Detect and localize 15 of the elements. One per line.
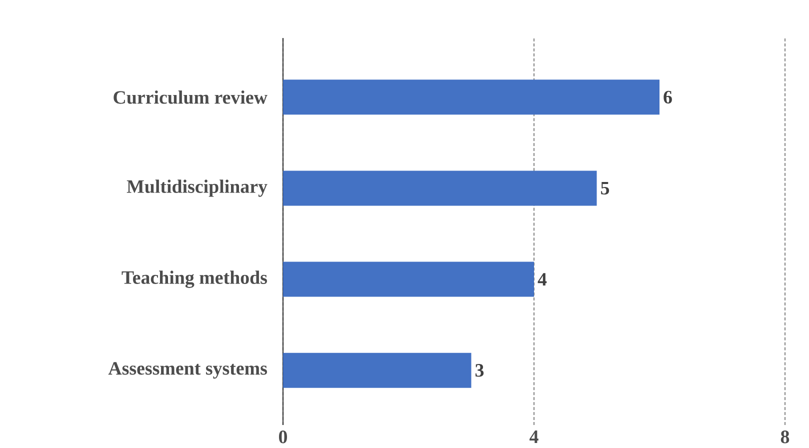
bar	[283, 80, 660, 115]
bar	[283, 262, 534, 297]
y-tick-label: Teaching methods	[122, 270, 268, 288]
bar	[283, 352, 472, 388]
bar	[283, 170, 597, 206]
y-tick-label: Multidisciplinary	[126, 180, 268, 197]
y-tick-label: Assessment systems	[108, 362, 267, 379]
x-tick-label: 0	[278, 430, 288, 444]
y-tick-label: Curriculum review	[114, 90, 268, 104]
x-tick-label: 8	[780, 430, 790, 444]
data-label: 4	[538, 273, 547, 286]
data-label: 5	[601, 182, 610, 195]
x-tick-label: 4	[530, 430, 538, 443]
data-label: 3	[475, 364, 484, 377]
data-label: 6	[664, 90, 672, 104]
